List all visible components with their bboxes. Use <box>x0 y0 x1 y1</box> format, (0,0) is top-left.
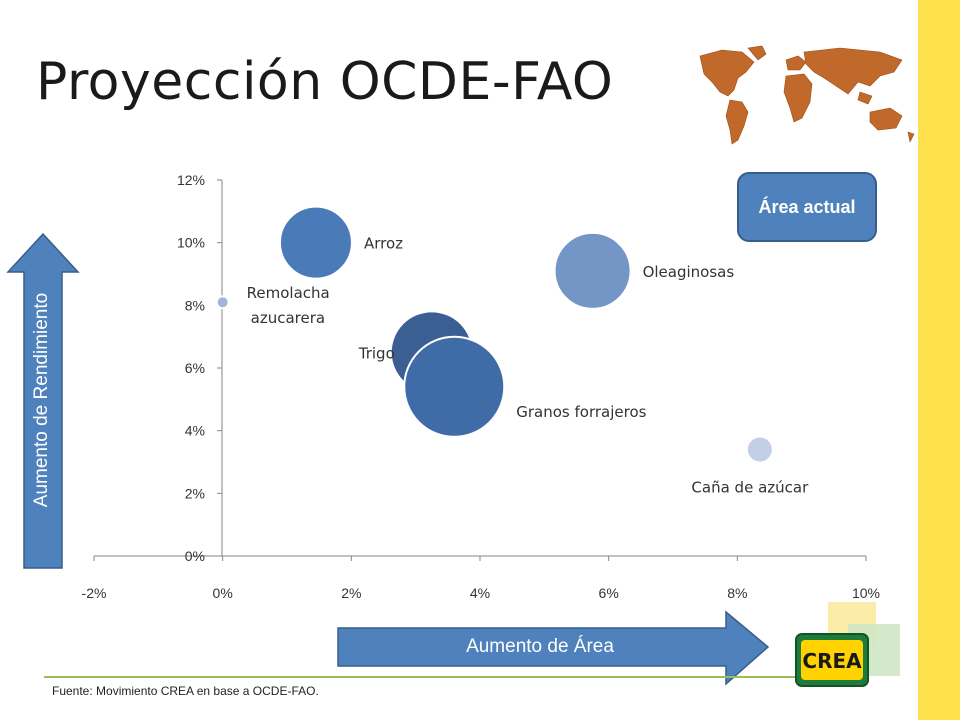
bubble-oleaginosas <box>553 231 632 310</box>
y-axis-arrow <box>6 232 80 569</box>
x-axis-arrow-label: Aumento de Área <box>466 636 614 657</box>
right-decorative-stripe <box>918 0 960 720</box>
bubble-label: Oleaginosas <box>643 263 735 281</box>
footer-divider <box>44 676 814 678</box>
y-tick-label: 2% <box>185 485 205 501</box>
x-tick-label: 0% <box>213 585 233 601</box>
x-tick-label: 8% <box>727 585 747 601</box>
y-tick-label: 0% <box>185 548 205 564</box>
x-tick-label: 4% <box>470 585 490 601</box>
y-tick-label: 4% <box>185 423 205 439</box>
bubble-granos-forrajeros <box>403 335 506 438</box>
x-tick-label: 2% <box>341 585 361 601</box>
y-tick-label: 10% <box>177 235 205 251</box>
x-tick-label: 6% <box>599 585 619 601</box>
y-tick-label: 6% <box>185 360 205 376</box>
y-axis-arrow-label: Aumento de Rendimiento <box>31 292 52 508</box>
x-axis-arrow <box>337 610 770 686</box>
bubble-label: Granos forrajeros <box>516 403 646 421</box>
bubble-label: Trigo <box>358 344 395 362</box>
crea-logo: CREA <box>795 602 900 687</box>
bubble-remolacha-azucarera <box>215 295 230 310</box>
y-tick-label: 8% <box>185 297 205 313</box>
source-note: Fuente: Movimiento CREA en base a OCDE-F… <box>52 684 319 698</box>
x-tick-label: -2% <box>82 585 107 601</box>
bubble-size-legend: Área actual <box>737 172 877 242</box>
logo-text: CREA <box>802 649 862 673</box>
y-tick-label: 12% <box>177 172 205 188</box>
world-map-icon <box>699 45 915 145</box>
bubble-caña-de-azúcar <box>745 435 774 464</box>
bubble-label: Caña de azúcar <box>691 478 809 496</box>
bubble-arroz <box>278 205 353 280</box>
bubble-label: Arroz <box>364 235 403 253</box>
bubble-label: Remolacha azucarera <box>247 284 330 327</box>
x-tick-label: 10% <box>852 585 880 601</box>
page-title: Proyección OCDE-FAO <box>36 52 614 112</box>
